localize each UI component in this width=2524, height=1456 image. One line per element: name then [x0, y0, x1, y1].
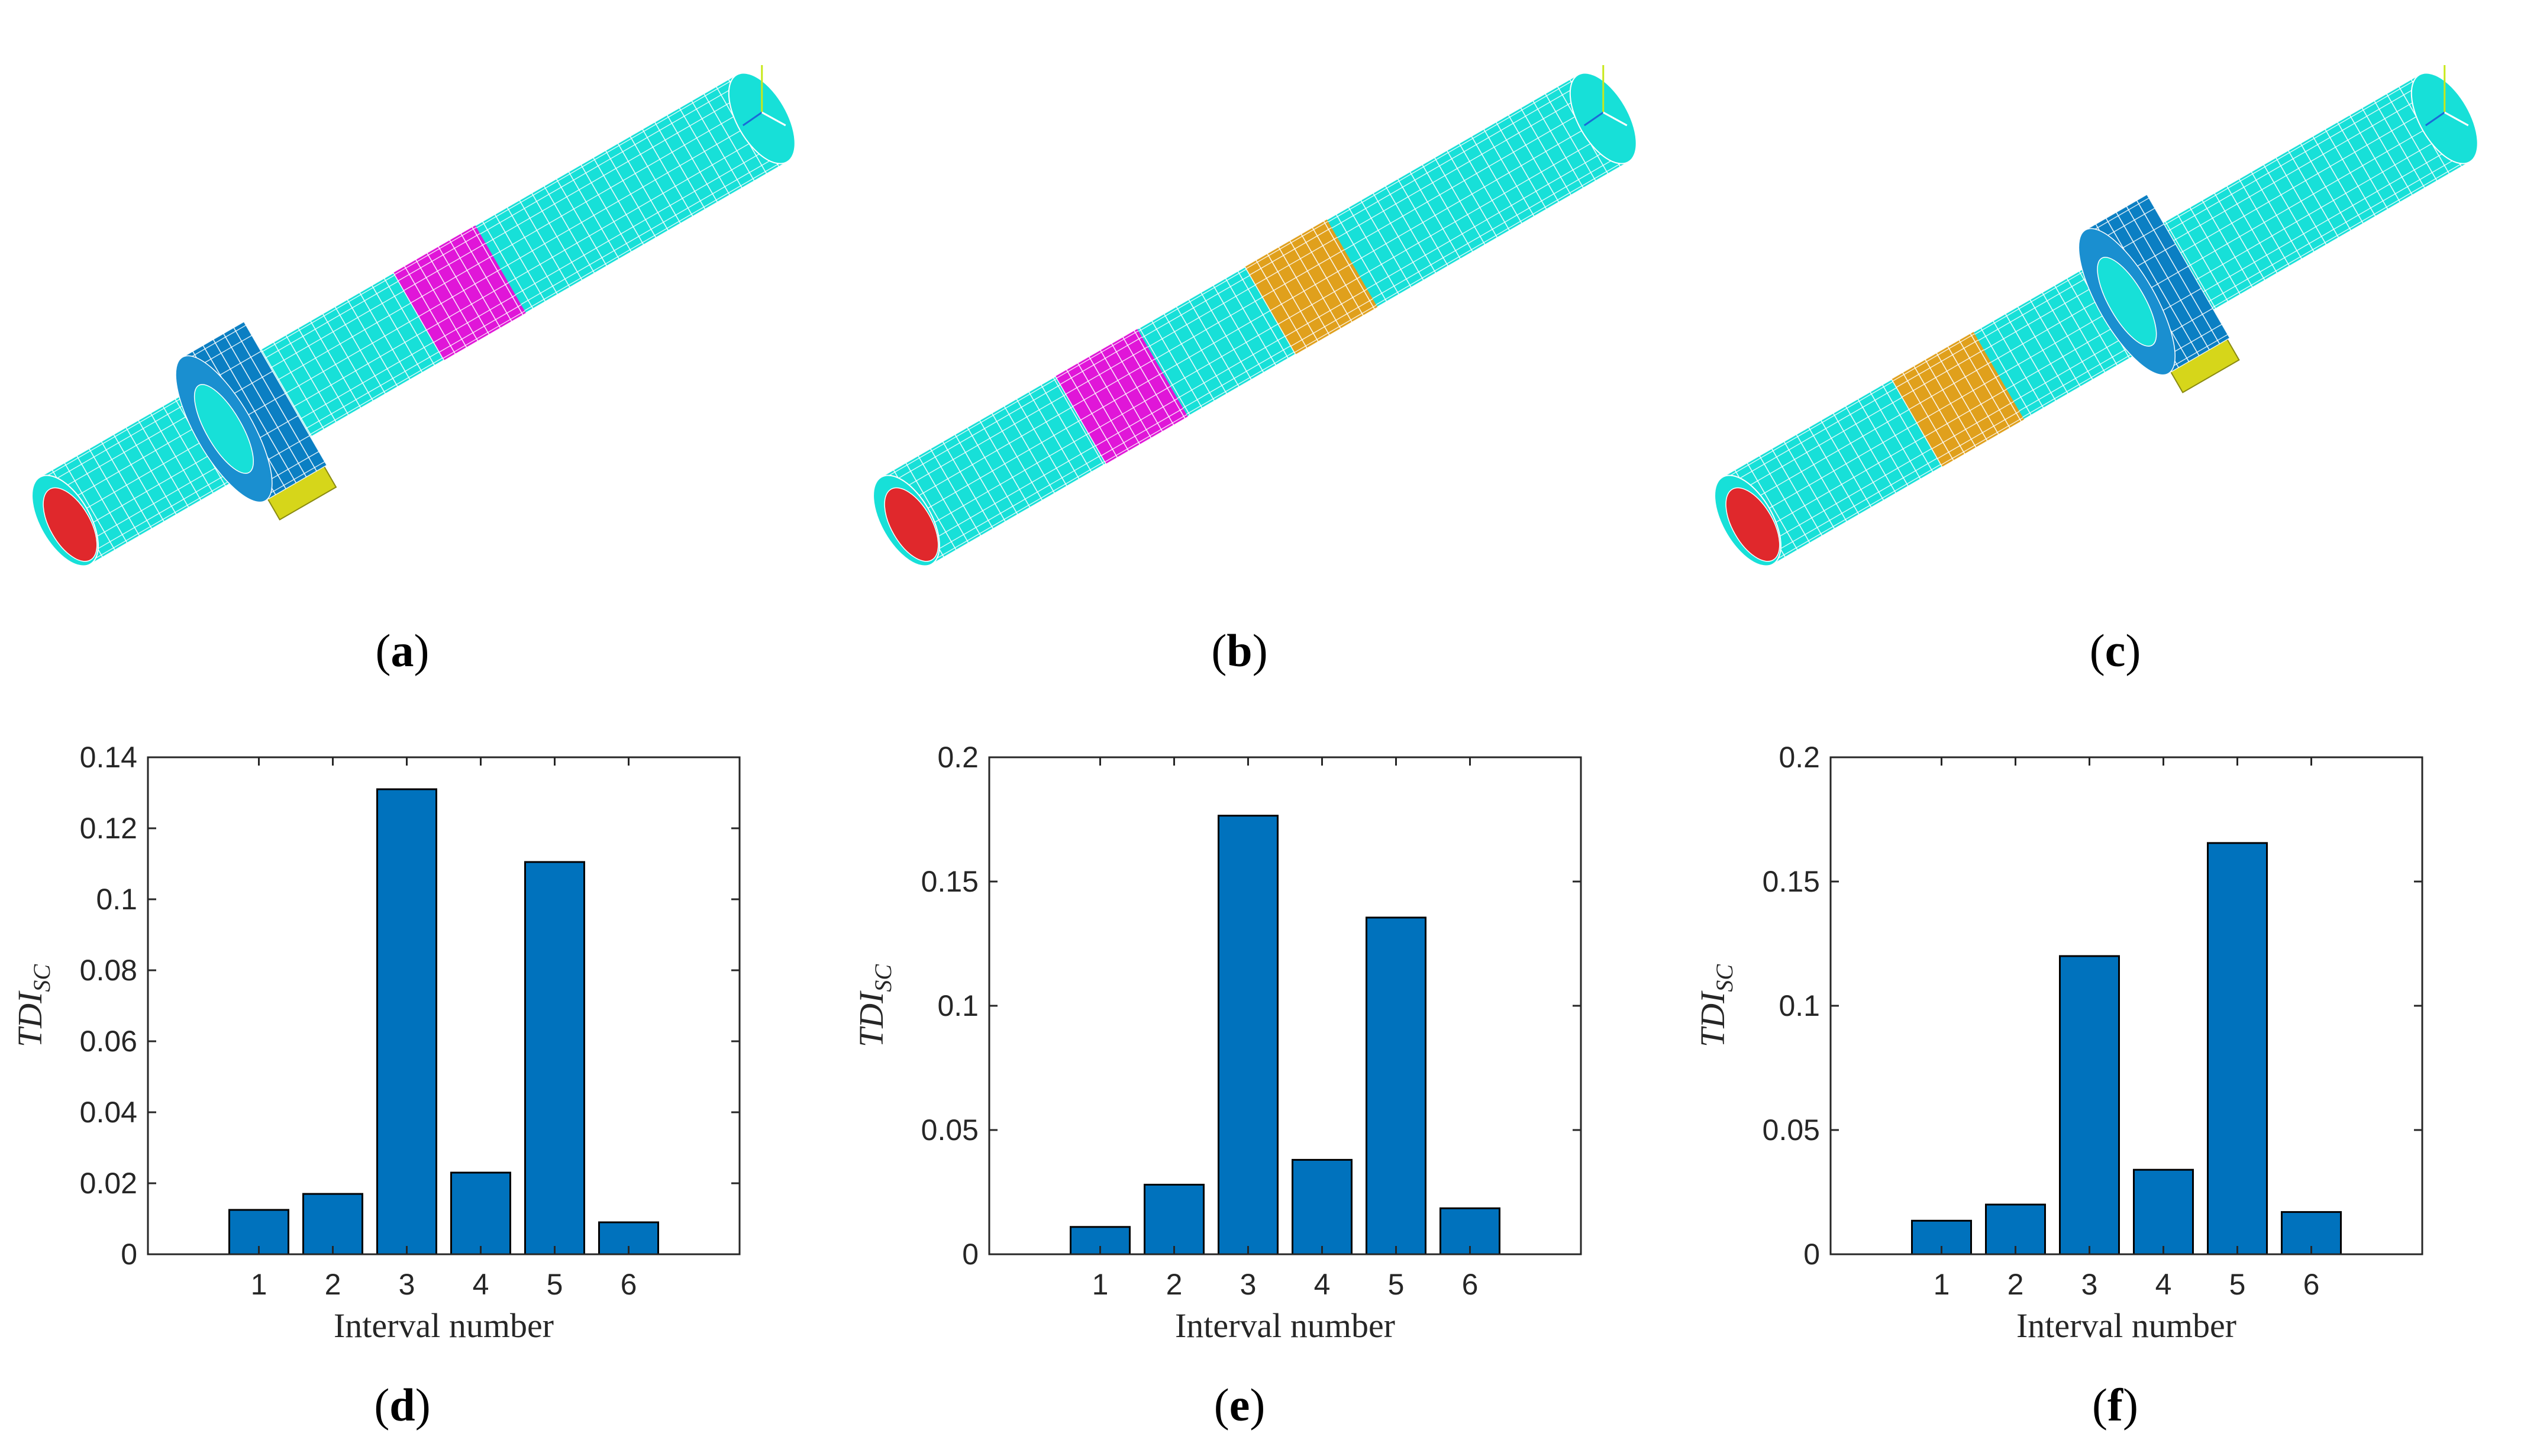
y-axis-label: TDISC: [1693, 964, 1738, 1047]
fe-model-b: [873, 65, 1637, 567]
axes-box: [147, 756, 741, 1255]
pipe-far-end: [728, 72, 796, 164]
y-tick-label: 0.1: [96, 883, 137, 916]
bar-5: [524, 861, 585, 1255]
y-tick-label: 0.15: [1763, 865, 1820, 898]
pipe-body: [1722, 74, 2470, 565]
y-tick-label: 0.06: [80, 1025, 137, 1058]
y-tick-label: 0.05: [921, 1113, 979, 1147]
panel-label-d: (d): [374, 1379, 431, 1431]
y-tick-label: 0.12: [80, 812, 137, 845]
y-axis-label-main: TDI: [1693, 990, 1732, 1047]
pipe-body: [39, 74, 787, 565]
plot-area: 0 0.05 0.1 0.15 0.2 1 2 3 4 5 6: [921, 741, 1582, 1301]
x-tick-label: 1: [1934, 1268, 1950, 1301]
panel-label-e: (e): [1213, 1379, 1266, 1431]
y-tick-label: 0.05: [1763, 1113, 1820, 1147]
y-axis-label-subscript: SC: [870, 964, 896, 992]
x-axis-label: Interval number: [1175, 1306, 1395, 1345]
damage-segment-1: [1054, 328, 1189, 465]
x-tick-label: 6: [621, 1268, 637, 1301]
bar-2: [1144, 1183, 1205, 1255]
y-tick-label: 0.14: [80, 741, 137, 774]
damage-segment-1: [1891, 331, 2025, 468]
y-tick-label: 0.08: [80, 954, 137, 987]
y-tick-label: 0.1: [1779, 989, 1820, 1022]
panel-label-f: (f): [2092, 1379, 2138, 1431]
panel-label-a: (a): [375, 625, 430, 676]
bar-4: [450, 1171, 511, 1255]
y-axis-label-subscript: SC: [28, 964, 55, 992]
fe-model-a: [31, 65, 796, 567]
bar-1: [1070, 1226, 1131, 1255]
pipe-end-face: [43, 487, 98, 562]
y-tick-label: 0.2: [937, 741, 979, 774]
x-tick-label: 3: [399, 1268, 415, 1301]
y-tick-label: 0.2: [1779, 741, 1820, 774]
pipe-far-end: [1569, 72, 1637, 164]
x-tick-label: 2: [1166, 1268, 1183, 1301]
clamp-inner-pipe: [193, 384, 254, 474]
y-tick-label: 0.02: [80, 1167, 137, 1200]
y-axis-label-subscript: SC: [1711, 964, 1738, 992]
x-tick-label: 2: [2007, 1268, 2024, 1301]
bar-5: [2207, 842, 2268, 1255]
x-tick-label: 6: [1462, 1268, 1479, 1301]
x-tick-label: 6: [2303, 1268, 2320, 1301]
damage-segment-2: [1244, 218, 1378, 356]
bar-chart-d: 0 0.02 0.04 0.06 0.08 0.1 0.12 0.14 1 2 3 4 5 6 Interv…: [11, 741, 741, 1345]
x-tick-label: 5: [1388, 1268, 1405, 1301]
bar-chart-f: 0 0.05 0.1 0.15 0.2 1 2 3 4 5 6 Interval number TDIS…: [1693, 741, 2423, 1345]
clamp-inner-pipe: [2097, 257, 2157, 347]
pipe-body: [880, 74, 1629, 565]
panel-label-c: (c): [2089, 625, 2141, 676]
pipe-end-face: [884, 487, 939, 562]
bar-3: [376, 788, 437, 1255]
bar-4: [2133, 1168, 2194, 1255]
x-axis-label: Interval number: [2016, 1306, 2236, 1345]
pipe-end-face: [1725, 487, 1780, 562]
plot-area: 0 0.02 0.04 0.06 0.08 0.1 0.12 0.14 1 2 3 4 5 6: [80, 741, 741, 1301]
x-tick-label: 4: [473, 1268, 489, 1301]
x-tick-label: 3: [2081, 1268, 2098, 1301]
coordinate-triad: [742, 65, 786, 127]
y-tick-label: 0: [121, 1238, 137, 1271]
x-tick-label: 4: [1314, 1268, 1331, 1301]
x-tick-label: 3: [1240, 1268, 1257, 1301]
axes-box: [988, 756, 1582, 1255]
panel-label-b: (b): [1211, 625, 1268, 676]
plot-area: 0 0.05 0.1 0.15 0.2 1 2 3 4 5 6: [1763, 741, 2423, 1301]
x-tick-label: 1: [1092, 1268, 1109, 1301]
bar-chart-e: 0 0.05 0.1 0.15 0.2 1 2 3 4 5 6 Interval number TDIS…: [852, 741, 1582, 1345]
x-axis-label: Interval number: [334, 1306, 554, 1345]
bar-3: [2059, 955, 2120, 1255]
x-tick-label: 5: [547, 1268, 563, 1301]
bar-2: [302, 1193, 363, 1255]
y-axis-label-main: TDI: [11, 990, 49, 1047]
x-tick-label: 2: [325, 1268, 341, 1301]
x-tick-label: 4: [2155, 1268, 2172, 1301]
fe-model-c: [1714, 65, 2478, 567]
pipe-clamp: [2078, 194, 2240, 393]
y-tick-label: 0.04: [80, 1096, 137, 1129]
y-tick-label: 0.1: [937, 989, 979, 1022]
y-tick-label: 0.15: [921, 865, 979, 898]
bar-5: [1366, 916, 1426, 1255]
coordinate-triad: [2425, 65, 2469, 127]
coordinate-triad: [1583, 65, 1628, 127]
pipe-far-end: [2410, 72, 2478, 164]
bar-4: [1292, 1158, 1353, 1255]
y-axis-label: TDISC: [11, 964, 55, 1047]
pipe-clamp: [175, 321, 337, 521]
y-tick-label: 0: [962, 1238, 979, 1271]
y-tick-label: 0: [1803, 1238, 1820, 1271]
y-axis-label: TDISC: [852, 964, 896, 1047]
damage-segment-1: [392, 224, 527, 361]
axes-box: [1829, 756, 2423, 1255]
x-tick-label: 1: [251, 1268, 267, 1301]
bar-3: [1218, 815, 1279, 1255]
x-tick-label: 5: [2229, 1268, 2246, 1301]
y-axis-label-main: TDI: [852, 990, 890, 1047]
